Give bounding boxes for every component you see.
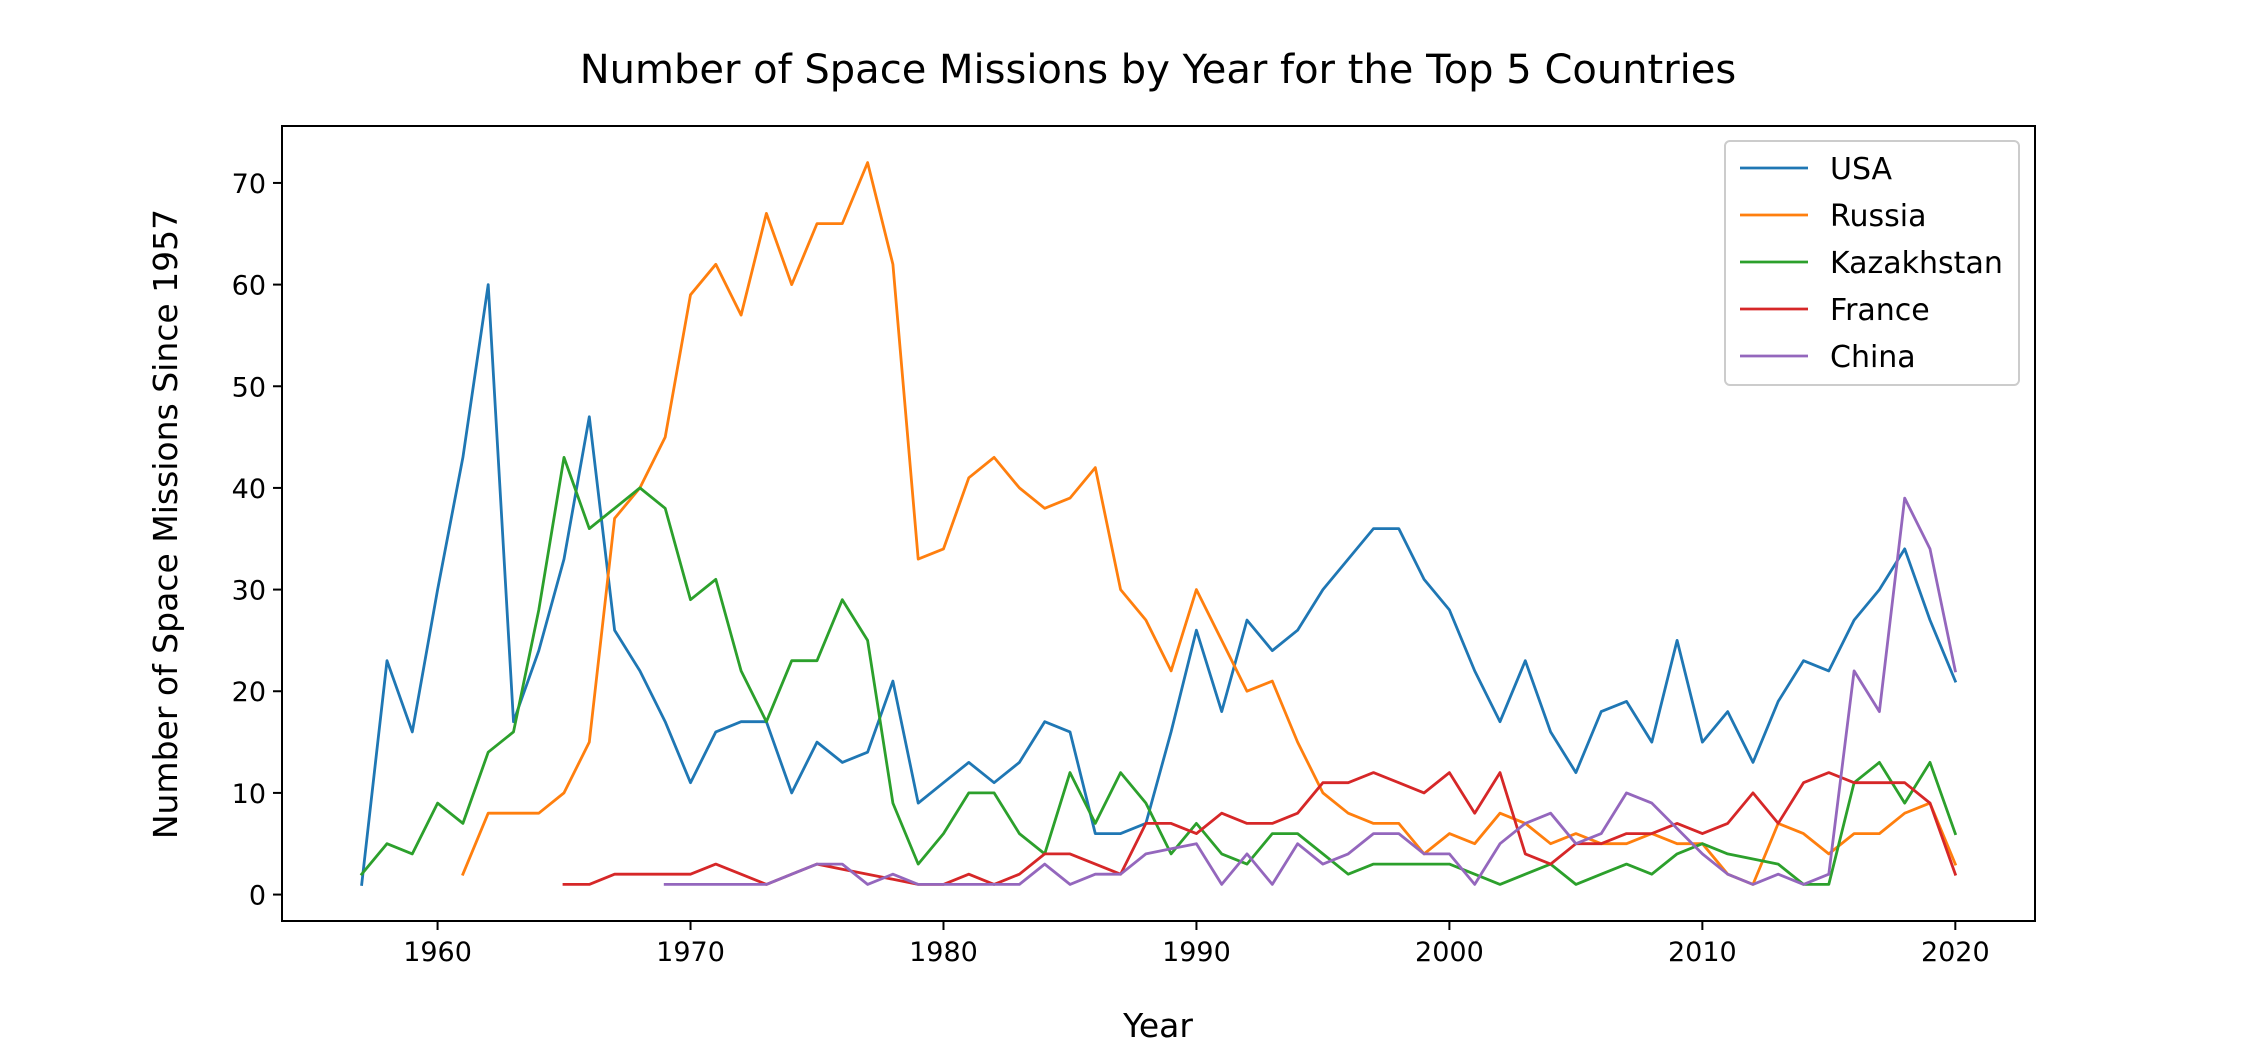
- series-line-china: [663, 496, 1957, 886]
- chart-title: Number of Space Missions by Year for the…: [580, 47, 1737, 93]
- plot-frame: [281, 125, 2036, 922]
- series-line-usa: [360, 283, 1958, 886]
- series-line-kazakhstan: [359, 455, 1958, 886]
- legend-label-china: China: [1830, 340, 1916, 375]
- x-axis-label: Year: [1122, 1006, 1193, 1045]
- legend: USA Russia Kazakhstan France China: [1724, 140, 2020, 386]
- series-line-russia: [461, 161, 1958, 886]
- y-tick-label: 70: [232, 169, 266, 200]
- legend-label-usa: USA: [1830, 152, 1893, 187]
- x-tick-label: 2020: [1921, 937, 1990, 968]
- x-tick-label: 2010: [1668, 937, 1737, 968]
- y-tick-label: 0: [249, 881, 266, 912]
- series-lines: [359, 161, 1958, 886]
- plot-area: [281, 125, 2036, 922]
- legend-box: [1724, 140, 2020, 386]
- legend-label-russia: Russia: [1830, 199, 1927, 234]
- y-tick-label: 20: [232, 677, 266, 708]
- y-tick-label: 60: [232, 271, 266, 302]
- x-tick-label: 2000: [1415, 937, 1484, 968]
- x-tick-label: 1980: [909, 937, 978, 968]
- y-tick-label: 50: [232, 372, 266, 403]
- y-tick-label: 30: [232, 576, 266, 607]
- x-tick-label: 1960: [403, 937, 472, 968]
- x-tick-label: 1970: [656, 937, 725, 968]
- x-axis: 1960 1970 1980 1990 2000 2010 2020: [403, 921, 1990, 968]
- y-tick-label: 10: [232, 779, 266, 810]
- y-axis-label: Number of Space Missions Since 1957: [146, 209, 185, 839]
- x-tick-label: 1990: [1162, 937, 1231, 968]
- y-axis: 0 10 20 30 40 50 60 70: [232, 169, 282, 912]
- y-tick-label: 40: [232, 474, 266, 505]
- legend-label-kazakhstan: Kazakhstan: [1830, 246, 2003, 281]
- legend-label-france: France: [1830, 293, 1930, 328]
